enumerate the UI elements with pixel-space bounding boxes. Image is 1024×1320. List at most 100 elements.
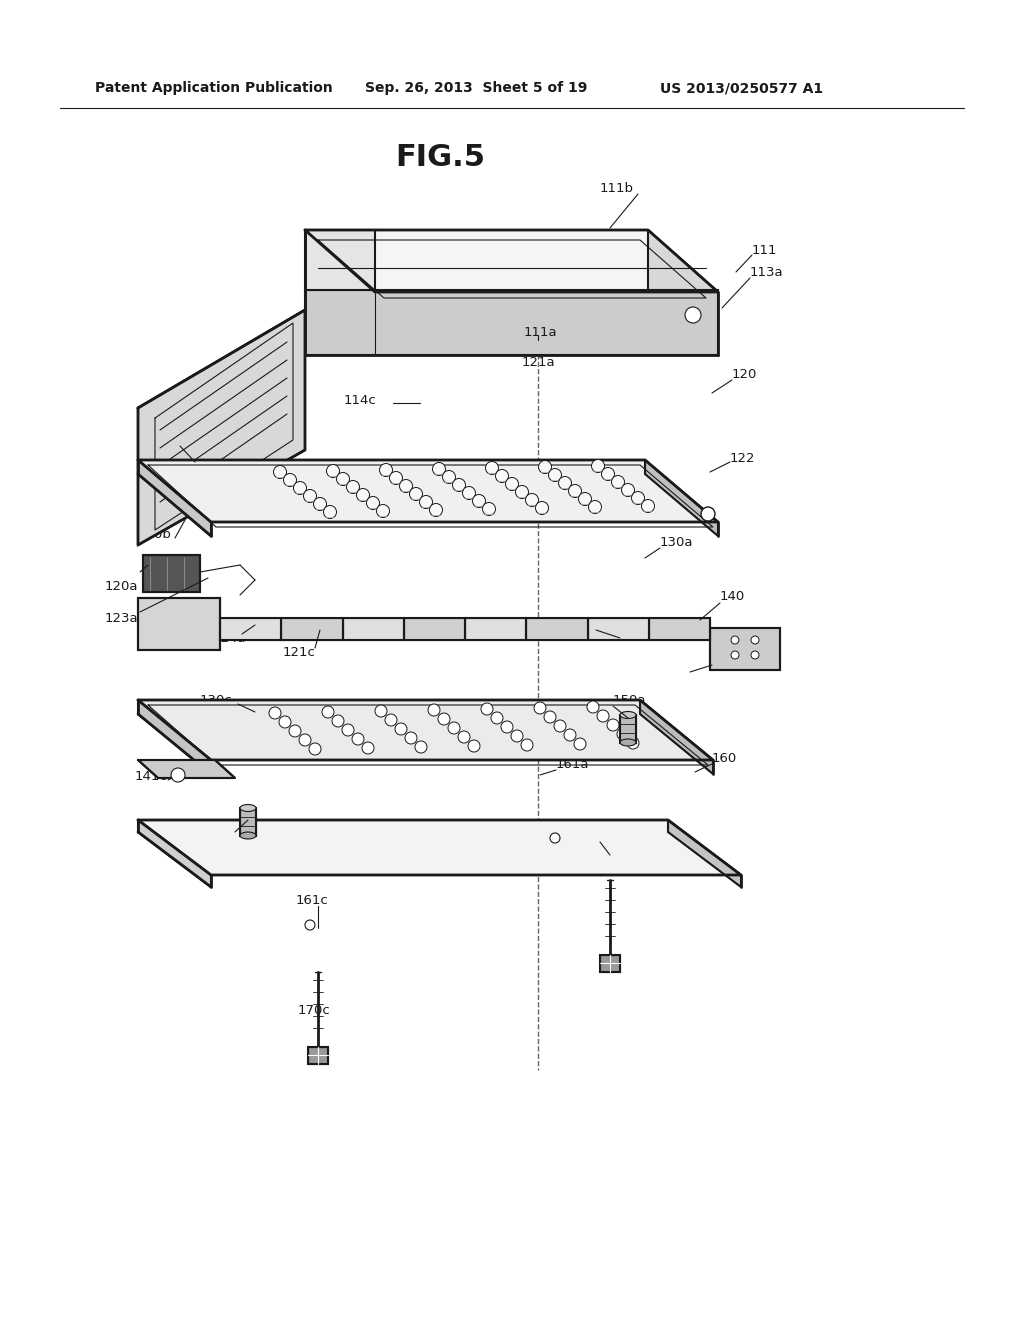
Ellipse shape [620,739,636,746]
Circle shape [731,636,739,644]
Polygon shape [138,598,220,649]
Text: 123a: 123a [105,611,138,624]
Circle shape [482,503,496,516]
Circle shape [406,733,417,744]
Circle shape [269,708,281,719]
Polygon shape [138,700,713,760]
Circle shape [273,466,287,479]
Text: 150a: 150a [613,693,646,706]
Text: 120: 120 [732,367,758,380]
Circle shape [751,651,759,659]
Circle shape [438,713,450,725]
Circle shape [332,715,344,727]
Circle shape [534,702,546,714]
Circle shape [324,506,337,519]
Text: 170a: 170a [600,829,634,842]
Text: 130c: 130c [200,693,232,706]
Circle shape [579,492,592,506]
Circle shape [550,833,560,843]
Text: 140: 140 [720,590,745,603]
Polygon shape [305,290,718,355]
Circle shape [525,494,539,507]
Circle shape [468,741,480,752]
Circle shape [685,308,701,323]
Circle shape [337,473,349,486]
Circle shape [627,737,639,748]
Polygon shape [220,618,282,640]
Circle shape [362,742,374,754]
Polygon shape [138,820,741,875]
Ellipse shape [240,832,256,840]
Polygon shape [138,459,288,521]
Polygon shape [588,618,649,640]
Circle shape [294,482,306,495]
Text: 122: 122 [730,451,756,465]
Circle shape [375,705,387,717]
Circle shape [511,730,523,742]
Circle shape [453,479,466,491]
Polygon shape [526,618,588,640]
Circle shape [432,462,445,475]
Circle shape [303,490,316,503]
Circle shape [521,739,534,751]
Circle shape [458,731,470,743]
Circle shape [554,719,566,733]
Polygon shape [600,954,620,972]
Text: 114c: 114c [344,393,377,407]
Text: 113a: 113a [750,265,783,279]
Polygon shape [342,618,403,640]
Circle shape [367,496,380,510]
Circle shape [380,463,392,477]
Text: 141c: 141c [135,770,168,783]
Circle shape [501,721,513,733]
Text: 111c: 111c [140,405,173,418]
Circle shape [389,471,402,484]
Circle shape [395,723,407,735]
Circle shape [352,733,364,744]
Polygon shape [645,459,718,536]
Text: 111b: 111b [600,181,634,194]
Text: 161c: 161c [296,894,329,907]
Circle shape [346,480,359,494]
Circle shape [601,467,614,480]
Polygon shape [308,1047,328,1064]
Circle shape [574,738,586,750]
Polygon shape [138,459,718,521]
Text: 120b: 120b [138,528,172,541]
Text: 170c: 170c [298,1003,331,1016]
Polygon shape [138,459,211,536]
Text: 124a: 124a [213,631,247,644]
Circle shape [549,469,561,482]
Text: 121a: 121a [522,355,556,368]
Text: 130a: 130a [660,536,693,549]
Text: 111d: 111d [140,436,174,449]
Circle shape [587,701,599,713]
Circle shape [731,651,739,659]
Circle shape [322,706,334,718]
Polygon shape [305,230,718,292]
Circle shape [385,714,397,726]
Text: Sep. 26, 2013  Sheet 5 of 19: Sep. 26, 2013 Sheet 5 of 19 [365,81,588,95]
Circle shape [481,704,493,715]
Text: 161a: 161a [556,759,590,771]
Text: 111: 111 [752,243,777,256]
Circle shape [472,495,485,507]
Circle shape [536,502,549,515]
Circle shape [611,475,625,488]
Circle shape [463,487,475,499]
Polygon shape [620,715,636,742]
Circle shape [342,723,354,737]
Text: 120a: 120a [105,579,138,593]
Polygon shape [305,230,375,292]
Circle shape [305,920,315,931]
Polygon shape [649,618,710,640]
Circle shape [539,461,552,474]
Circle shape [496,470,509,483]
Ellipse shape [240,804,256,812]
Circle shape [607,719,618,731]
Circle shape [356,488,370,502]
Circle shape [377,504,389,517]
Circle shape [701,507,715,521]
Circle shape [641,499,654,512]
Circle shape [617,729,629,741]
